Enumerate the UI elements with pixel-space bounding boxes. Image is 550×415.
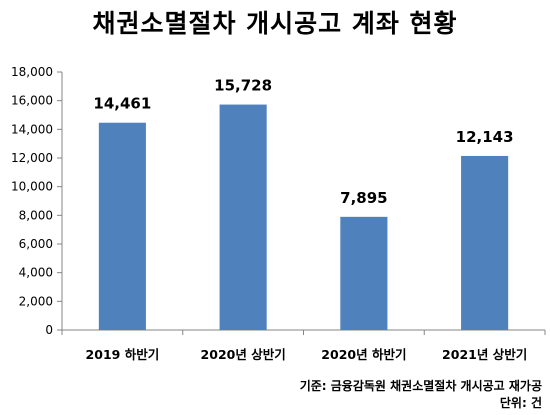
bar bbox=[98, 122, 146, 330]
data-label: 12,143 bbox=[456, 128, 514, 146]
y-tick-label: 16,000 bbox=[11, 94, 53, 108]
y-tick-label: 4,000 bbox=[19, 266, 53, 280]
x-tick-label: 2021년 상반기 bbox=[442, 347, 527, 362]
bar bbox=[340, 216, 388, 330]
source-note: 기준: 금융감독원 채권소멸절차 개시공고 재가공 bbox=[299, 379, 542, 393]
bar bbox=[219, 104, 267, 330]
data-label: 15,728 bbox=[214, 77, 272, 95]
unit-note: 단위: 건 bbox=[499, 396, 542, 410]
y-tick-label: 10,000 bbox=[11, 180, 53, 194]
x-tick-label: 2020년 상반기 bbox=[201, 347, 286, 362]
data-label: 7,895 bbox=[340, 189, 387, 207]
data-label: 14,461 bbox=[93, 95, 151, 113]
chart-footer: 기준: 금융감독원 채권소멸절차 개시공고 재가공 단위: 건 bbox=[300, 378, 542, 412]
y-tick-label: 6,000 bbox=[19, 237, 53, 251]
y-tick-label: 14,000 bbox=[11, 122, 53, 136]
y-tick-label: 0 bbox=[45, 323, 53, 337]
y-tick-label: 12,000 bbox=[11, 151, 53, 165]
y-tick-label: 18,000 bbox=[11, 65, 53, 79]
bar bbox=[461, 155, 509, 330]
x-tick-label: 2020년 하반기 bbox=[321, 347, 406, 362]
x-tick-label: 2019 하반기 bbox=[86, 347, 160, 362]
y-tick-label: 2,000 bbox=[19, 294, 53, 308]
y-tick-label: 8,000 bbox=[19, 208, 53, 222]
chart-title: 채권소멸절차 개시공고 계좌 현황 bbox=[92, 9, 458, 38]
